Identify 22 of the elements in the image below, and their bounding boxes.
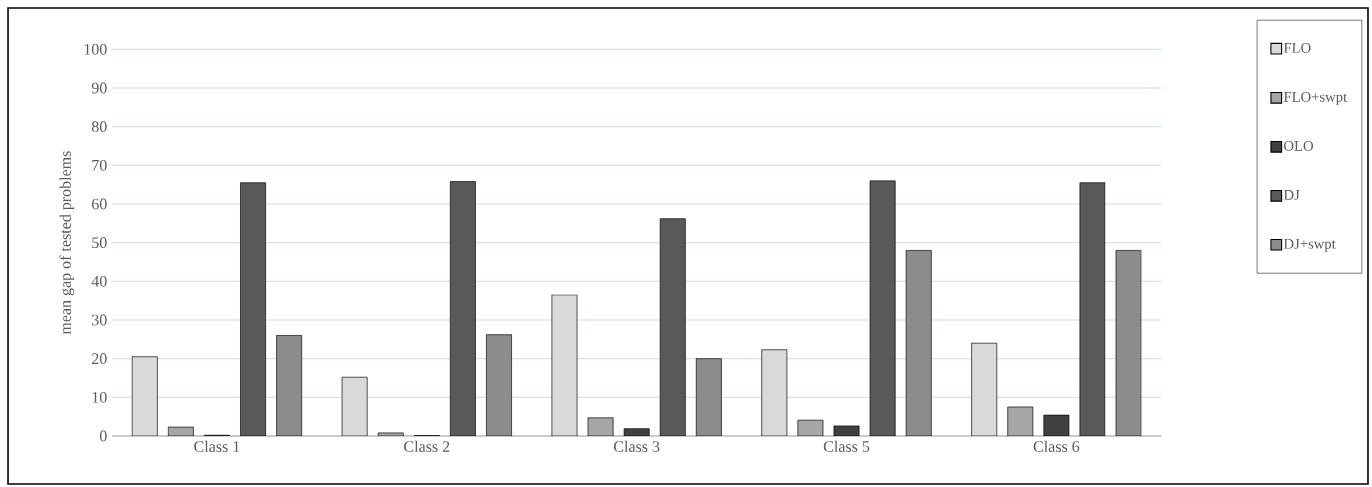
x-tick-label: Class 2	[404, 440, 450, 453]
legend-label: FLO+swpt	[1283, 92, 1348, 105]
x-tick-label: Class 3	[613, 440, 660, 453]
y-tick-label: 30	[92, 314, 107, 326]
y-tick-label: 100	[84, 44, 107, 55]
legend-label: OLO	[1284, 141, 1313, 151]
y-tick-label: 80	[91, 121, 107, 133]
y-tick-label: 90	[91, 82, 107, 94]
legend-label: FLO	[1283, 43, 1311, 53]
y-tick-label: 40	[91, 276, 107, 287]
y-tick-label: 50	[92, 237, 107, 249]
y-tick-label: 20	[92, 353, 107, 365]
y-tick-label: 0	[99, 430, 107, 442]
x-tick-label: Class 1	[194, 440, 240, 453]
legend-label: DJ+swpt	[1283, 239, 1336, 252]
x-tick-label: Class 5	[823, 440, 870, 453]
y-tick-label: 70	[92, 160, 107, 171]
y-axis-title: mean gap of tested problems	[59, 151, 75, 335]
y-tick-label: 10	[92, 392, 107, 403]
x-tick-label: Class 6	[1033, 440, 1080, 453]
legend-label: DJ	[1283, 190, 1300, 200]
y-tick-label: 60	[92, 198, 107, 210]
